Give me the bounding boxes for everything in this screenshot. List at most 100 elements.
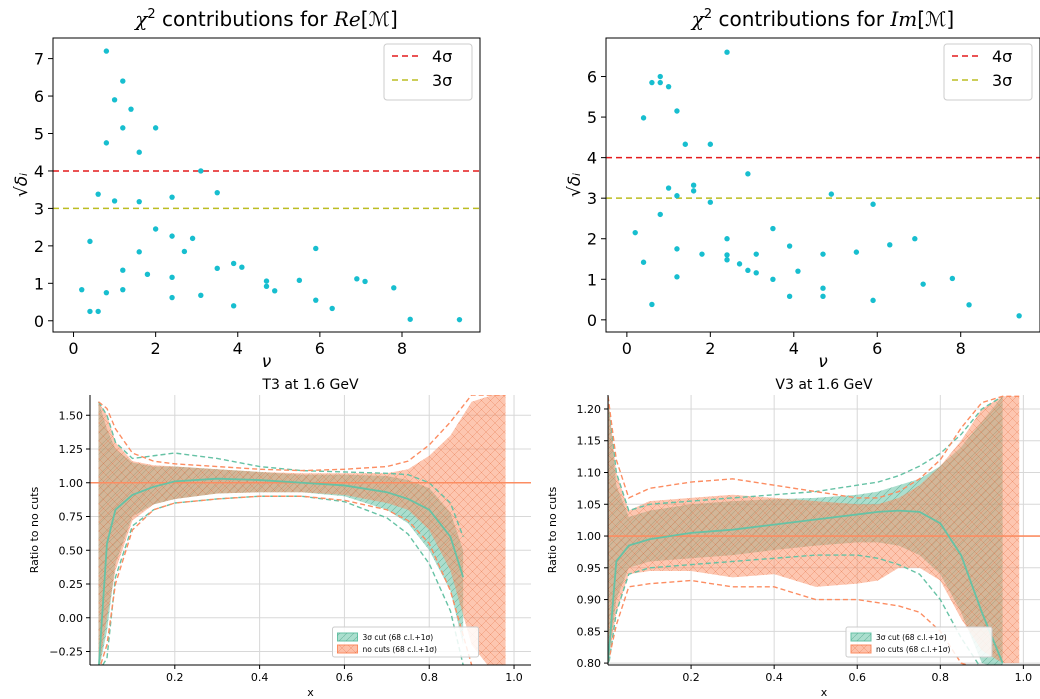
- axes-frame: [605, 37, 1040, 333]
- y-tick-label: 2: [34, 237, 44, 256]
- data-point: [272, 288, 278, 294]
- legend-swatch-hatch: [851, 645, 871, 653]
- data-point: [181, 248, 188, 255]
- x-tick-label: 6: [872, 339, 882, 358]
- y-tick-label: 0.95: [577, 562, 602, 575]
- data-point: [724, 252, 730, 258]
- data-point: [391, 285, 397, 291]
- data-point: [407, 316, 413, 322]
- data-point: [1016, 313, 1022, 319]
- dashed-upper-no-cuts: [608, 395, 1020, 499]
- x-tick-label: 2: [151, 339, 161, 358]
- data-point: [87, 308, 93, 315]
- data-point: [707, 141, 714, 147]
- legend-box: [383, 43, 473, 101]
- data-point: [795, 268, 801, 274]
- chart-title: χ2 contributions for Re[ℳ]: [133, 7, 398, 31]
- title-chi: χ: [133, 7, 149, 31]
- data-point: [111, 198, 118, 204]
- data-point: [690, 188, 697, 194]
- x-tick-label: 0: [622, 339, 632, 358]
- central-line-3sigma-cut: [608, 509, 1004, 664]
- x-axis-label: ν: [818, 352, 828, 372]
- legend-label: 3σ: [992, 71, 1012, 90]
- data-point: [640, 259, 647, 265]
- data-point: [690, 182, 697, 188]
- y-tick-label: 1.00: [577, 530, 602, 543]
- data-point: [632, 229, 638, 236]
- y-tick-label: 0.85: [577, 625, 602, 638]
- data-point: [912, 236, 918, 242]
- x-tick-label: 4: [233, 339, 243, 358]
- data-point: [828, 191, 835, 197]
- data-point: [120, 78, 126, 84]
- y-tick-label: 5: [587, 108, 597, 127]
- data-point: [870, 297, 876, 304]
- x-tick-label: 1.0: [1015, 671, 1033, 684]
- data-point: [753, 270, 759, 276]
- data-point: [820, 293, 826, 300]
- title-text: contributions for: [712, 7, 890, 31]
- data-point: [169, 233, 175, 239]
- data-point: [640, 115, 647, 121]
- y-tick-label: 3: [587, 189, 597, 208]
- data-point: [657, 73, 663, 80]
- title-italic: Re: [333, 7, 361, 31]
- data-point: [665, 83, 672, 90]
- y-tick-label: 6: [587, 68, 597, 87]
- x-tick-label: 8: [397, 339, 407, 358]
- x-tick-label: 0.8: [932, 671, 950, 684]
- data-point: [111, 97, 118, 103]
- data-point: [786, 293, 793, 300]
- y-tick-label: 1.50: [59, 409, 84, 422]
- data-point: [853, 249, 860, 255]
- y-tick-label: 1.00: [59, 477, 84, 490]
- legend-label: 3σ cut (68 c.l.+1σ): [876, 633, 947, 642]
- data-point: [79, 286, 85, 293]
- data-point: [152, 226, 159, 232]
- data-point: [214, 265, 220, 272]
- data-point: [724, 257, 730, 263]
- y-tick-label: 0.90: [577, 594, 602, 607]
- y-axis-label: √δᵢ: [565, 173, 585, 197]
- x-tick-label: 8: [956, 339, 966, 358]
- y-tick-label: 3: [34, 199, 44, 218]
- data-point: [230, 303, 237, 309]
- data-point: [198, 168, 204, 174]
- x-tick-label: 0.2: [166, 671, 184, 684]
- data-point: [95, 308, 101, 315]
- legend-label: no cuts (68 c.l.+1σ): [876, 645, 950, 654]
- chart-panel-3: T3 at 1.6 GeV 0.2 0.4 0.6 0.8 1.0 −0.25 0.00 0.2…: [28, 377, 531, 699]
- legend-box: [845, 626, 993, 658]
- x-tick-label: 2: [705, 339, 715, 358]
- data-point: [230, 260, 237, 267]
- title-rest: [ℳ]: [361, 7, 398, 31]
- data-point: [87, 238, 93, 245]
- data-point: [682, 141, 688, 147]
- y-tick-label: 0: [34, 312, 44, 331]
- data-point: [103, 48, 110, 54]
- data-point: [296, 277, 303, 284]
- plot-area: [608, 395, 1040, 665]
- data-point: [724, 236, 730, 242]
- legend-box: [332, 626, 479, 658]
- data-point: [136, 149, 142, 155]
- y-tick-label: 0.00: [59, 612, 84, 625]
- y-tick-label: 1.15: [577, 435, 602, 448]
- legend-swatch-hatch: [337, 645, 358, 653]
- dashed-lower-3sigma-cut: [101, 495, 464, 665]
- x-tick-label: 0.2: [682, 671, 700, 684]
- plot-area: [90, 395, 531, 665]
- x-tick-label: 0.4: [765, 671, 783, 684]
- x-axis-label: x: [821, 686, 828, 699]
- data-point: [198, 292, 204, 298]
- data-point: [649, 301, 655, 308]
- data-point: [120, 267, 126, 273]
- data-point: [329, 305, 335, 312]
- data-point: [707, 199, 714, 205]
- legend-label: 3σ cut (68 c.l.+1σ): [363, 633, 434, 642]
- data-point: [169, 194, 175, 200]
- y-tick-label: 6: [34, 87, 44, 106]
- y-tick-label: 0.50: [59, 544, 84, 557]
- x-tick-label: 0.6: [848, 671, 866, 684]
